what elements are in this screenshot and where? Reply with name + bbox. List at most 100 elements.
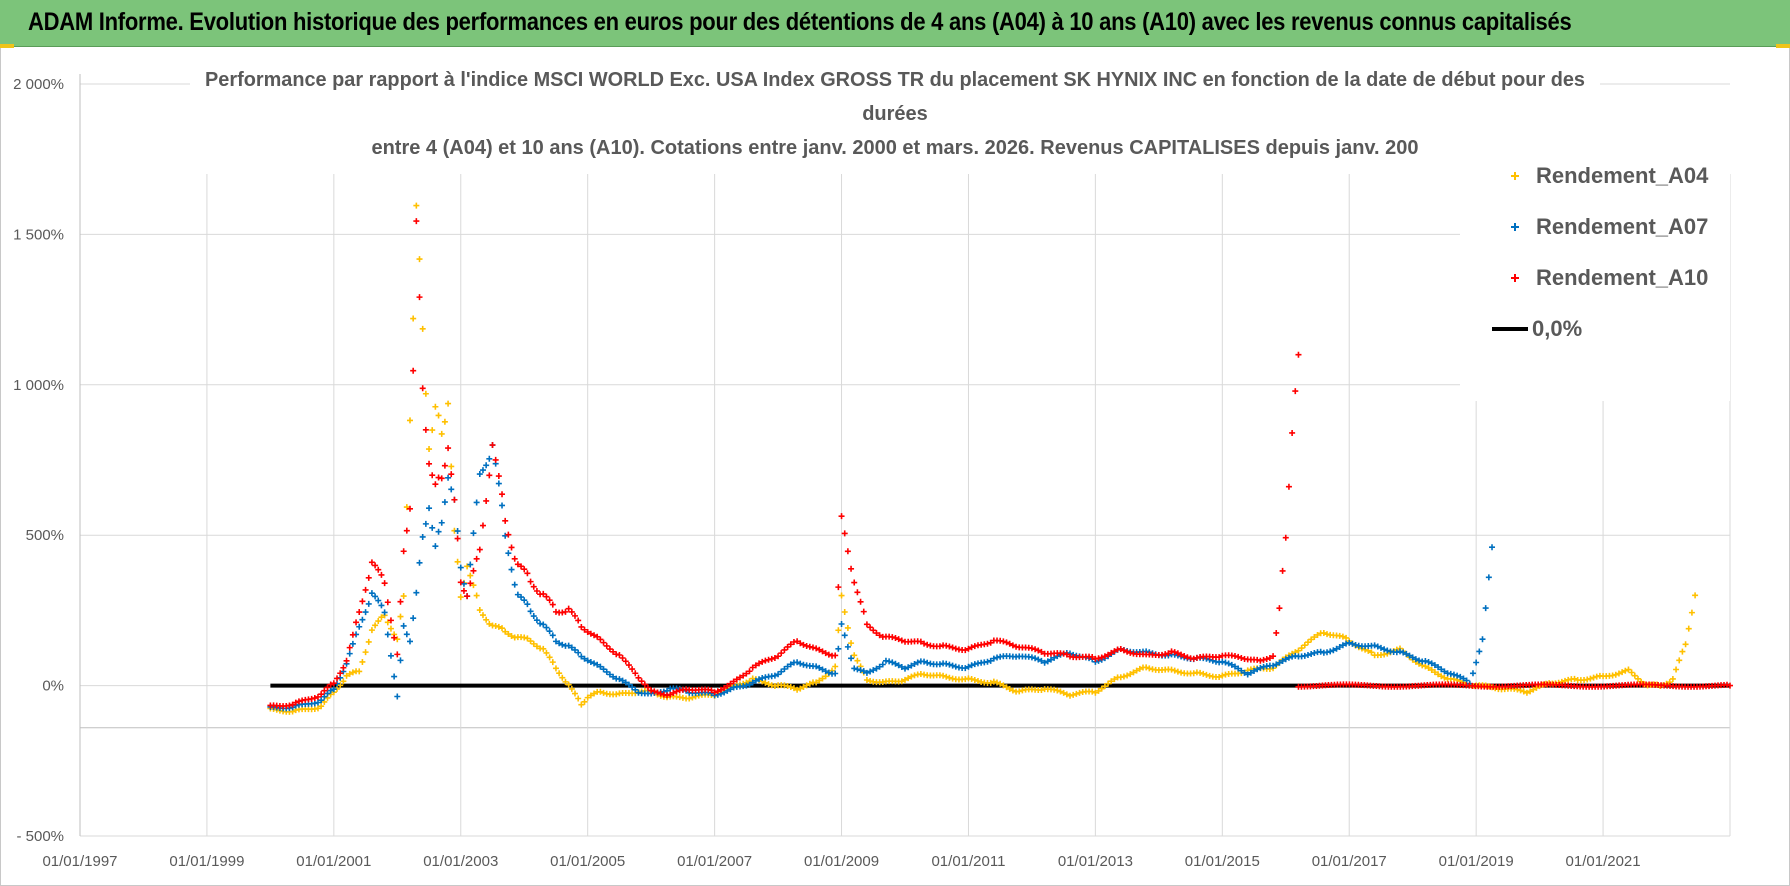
data-point-A04 (1136, 665, 1143, 672)
data-point-A10 (651, 688, 658, 695)
data-point-A07 (1228, 661, 1235, 668)
data-point-A07 (743, 682, 750, 689)
data-point-A07 (1422, 657, 1429, 664)
data-point-A04 (559, 674, 566, 681)
data-point-A04 (1076, 689, 1083, 696)
data-point-A04 (1692, 592, 1699, 599)
data-point-A07 (819, 666, 826, 673)
data-point-A04 (1425, 664, 1432, 671)
data-point-A10 (825, 651, 832, 658)
data-point-A07 (603, 668, 610, 675)
data-point-A04 (1295, 647, 1302, 654)
data-point-A10 (765, 656, 772, 663)
legend-background (1460, 156, 1730, 401)
data-point-A10 (1263, 656, 1270, 663)
data-point-A04 (387, 625, 394, 632)
data-point-A07 (1441, 668, 1448, 675)
data-point-A07 (330, 686, 337, 693)
data-point-A04 (343, 672, 350, 679)
data-point-A04 (546, 654, 553, 661)
data-point-A07 (1473, 659, 1480, 666)
data-point-A10 (1289, 429, 1296, 436)
data-point-A10 (1171, 649, 1178, 656)
data-point-A10 (708, 687, 715, 694)
data-point-A07 (1219, 658, 1226, 665)
data-point-A10 (419, 385, 426, 392)
data-point-A07 (879, 661, 886, 668)
data-point-A04 (1625, 666, 1632, 673)
data-point-A07 (746, 681, 753, 688)
data-point-A04 (854, 657, 861, 664)
data-point-A04 (1673, 666, 1680, 673)
data-point-A07 (1431, 662, 1438, 669)
data-point-A10 (603, 642, 610, 649)
data-point-A04 (1584, 676, 1591, 683)
data-point-A04 (1003, 684, 1010, 691)
data-point-A10 (1117, 645, 1124, 652)
data-point-A07 (518, 594, 525, 601)
data-point-A04 (784, 683, 791, 690)
data-point-A04 (987, 679, 994, 686)
data-point-A04 (1320, 629, 1327, 636)
data-point-A10 (606, 646, 613, 653)
data-point-A04 (581, 698, 588, 705)
data-point-A07 (1374, 643, 1381, 650)
data-point-A10 (775, 653, 782, 660)
y-tick-label: 1 500% (13, 226, 64, 243)
data-point-A10 (387, 617, 394, 624)
data-point-A10 (546, 597, 553, 604)
data-point-A04 (1343, 634, 1350, 641)
data-point-A07 (892, 660, 899, 667)
data-point-A10 (1038, 648, 1045, 655)
data-point-A07 (1469, 670, 1476, 677)
data-point-A10 (724, 682, 731, 689)
data-point-A04 (495, 623, 502, 630)
data-point-A07 (949, 662, 956, 669)
data-point-A07 (457, 564, 464, 571)
data-point-A10 (502, 517, 509, 524)
data-point-A10 (1060, 650, 1067, 657)
data-point-A07 (556, 640, 563, 647)
data-point-A04 (375, 618, 382, 625)
data-point-A07 (914, 659, 921, 666)
data-point-A07 (832, 670, 839, 677)
data-point-A10 (610, 648, 617, 655)
data-point-A10 (1292, 388, 1299, 395)
data-point-A04 (762, 679, 769, 686)
data-point-A10 (857, 598, 864, 605)
data-point-A10 (400, 548, 407, 555)
data-point-A07 (848, 655, 855, 662)
data-point-A10 (1295, 351, 1302, 358)
data-point-A07 (632, 686, 639, 693)
y-tick-label: 2 000% (13, 76, 64, 93)
data-point-A07 (543, 624, 550, 631)
data-point-A10 (641, 681, 648, 688)
data-point-A07 (905, 664, 912, 671)
data-point-A04 (384, 619, 391, 626)
data-point-A07 (860, 668, 867, 675)
corner-mark-left (0, 44, 14, 48)
data-point-A04 (1688, 609, 1695, 616)
data-point-A10 (863, 621, 870, 628)
data-point-A07 (1028, 654, 1035, 661)
data-point-A04 (1089, 688, 1096, 695)
data-point-A04 (340, 678, 347, 685)
x-tick-label: 01/01/2013 (1058, 853, 1133, 870)
data-point-A10 (1089, 653, 1096, 660)
data-point-A07 (552, 638, 559, 645)
data-point-A04 (457, 594, 464, 601)
data-point-A10 (486, 472, 493, 479)
data-point-A07 (1232, 663, 1238, 670)
data-point-A07 (448, 486, 455, 493)
data-point-A10 (346, 644, 353, 651)
data-point-A07 (1400, 649, 1407, 656)
data-point-A04 (362, 649, 369, 656)
data-point-A07 (752, 677, 759, 684)
data-point-A04 (968, 676, 975, 683)
data-point-A07 (1282, 656, 1289, 663)
data-point-A07 (321, 693, 328, 700)
data-point-A10 (1232, 653, 1238, 660)
data-point-A07 (784, 663, 791, 670)
data-point-A10 (289, 701, 296, 708)
data-point-A04 (1200, 670, 1207, 677)
